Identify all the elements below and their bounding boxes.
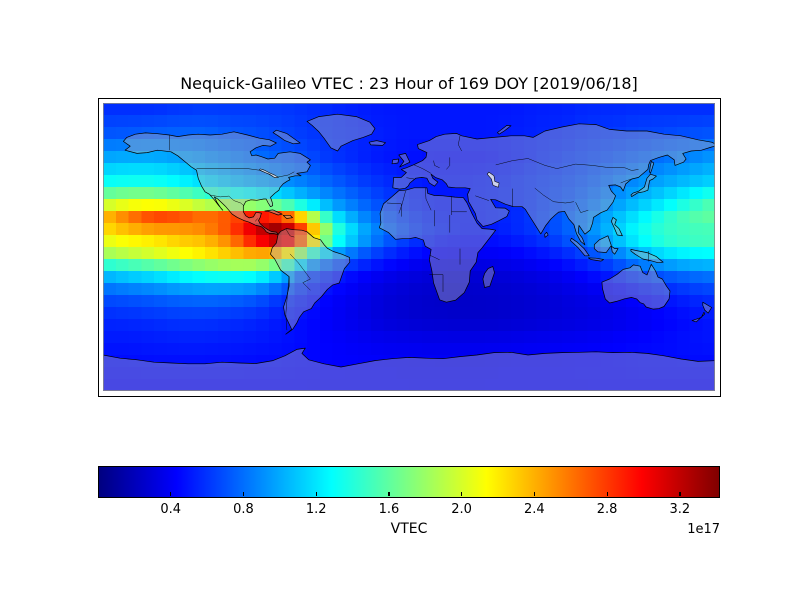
colorbar-tick [606,492,608,496]
colorbar-tick-label: 2.8 [596,502,618,517]
colorbar-offset-label: 1e17 [687,522,720,537]
colorbar-tick [533,492,536,496]
colorbar-tick-label: 1.6 [378,502,400,517]
colorbar-gradient [99,467,719,497]
colorbar-tick-label: 0.4 [160,502,182,517]
colorbar-tick [679,492,681,496]
chart-title: Nequick-Galileo VTEC : 23 Hour of 169 DO… [180,74,638,93]
colorbar-tick [170,492,172,496]
colorbar-tick [461,492,463,496]
colorbar-axis-label: VTEC [390,521,428,537]
colorbar-tick-label: 0.8 [233,502,254,517]
colorbar-tick-label: 1.2 [305,502,327,517]
continent-outlines [103,113,715,391]
lake-outlines [259,168,500,188]
colorbar-tick [315,492,317,496]
colorbar-frame [98,466,720,498]
colorbar-tick [388,492,390,496]
world-vtec-heatmap [103,103,715,391]
map-boundary [103,103,715,391]
country-borders [169,135,649,331]
colorbar-tick-label: 2.4 [524,502,545,517]
colorbar-tick [242,492,245,496]
colorbar-tick-label: 3.2 [669,502,691,517]
heatmap-cells [103,103,715,391]
colorbar-tick-label: 2.0 [451,502,472,517]
